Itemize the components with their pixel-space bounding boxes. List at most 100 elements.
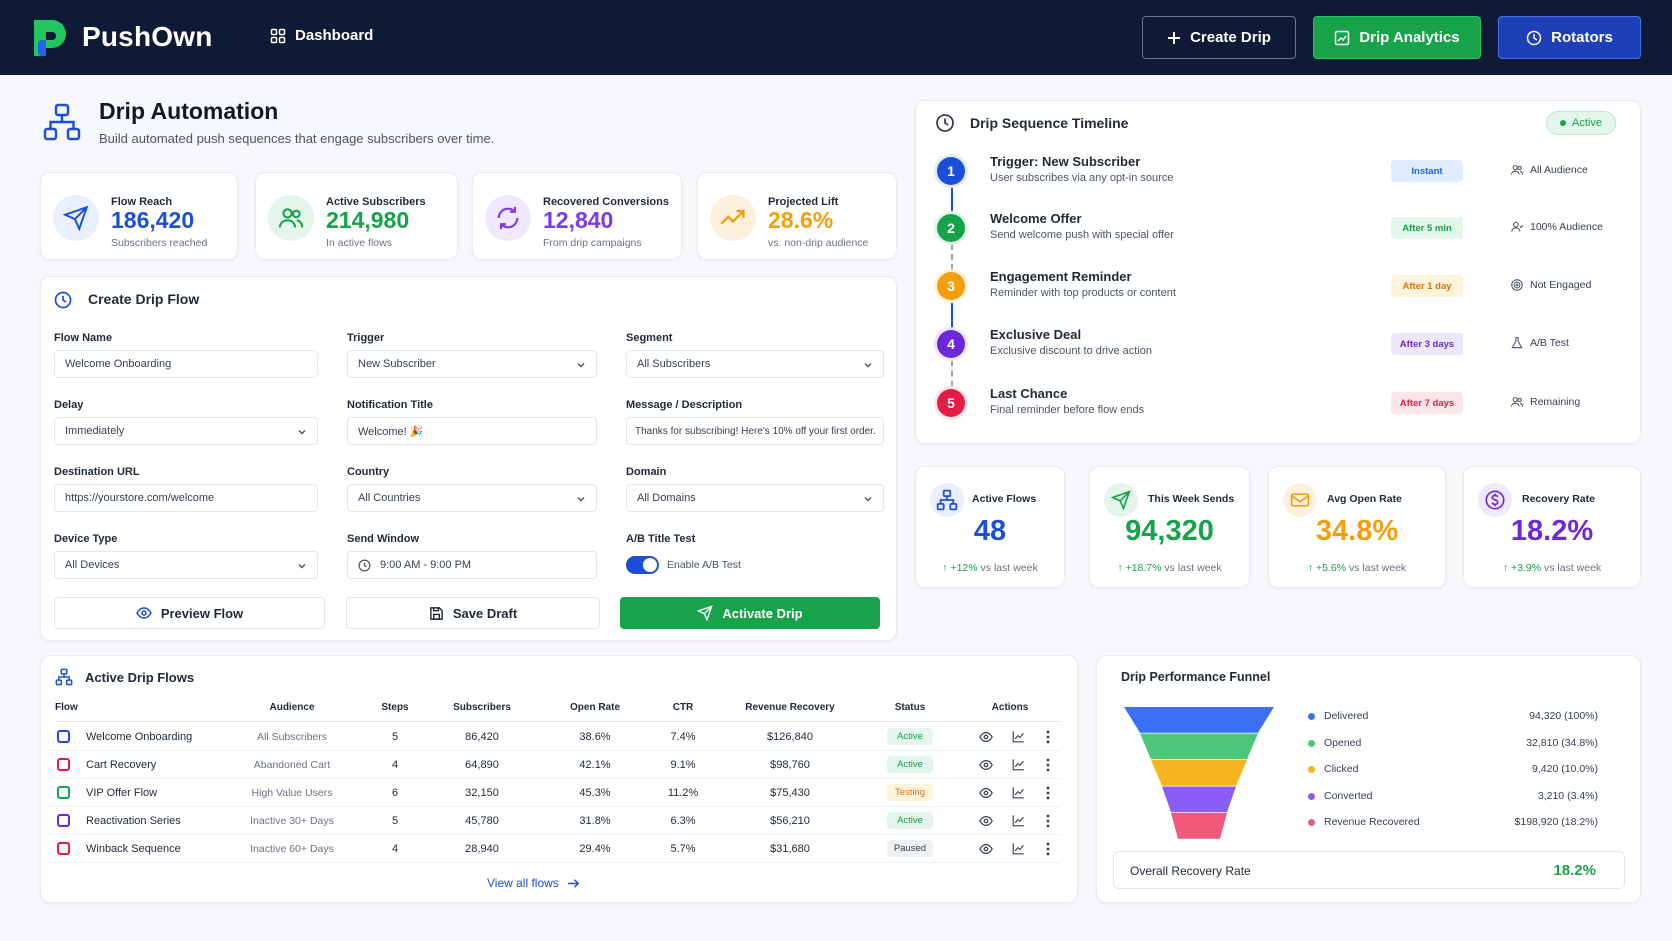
analytics-icon[interactable] (1012, 758, 1025, 771)
legend-dot (1308, 739, 1315, 747)
brand-logo[interactable]: PushOwn (30, 16, 213, 58)
table-row[interactable]: Cart Recovery Abandoned Cart 4 64,890 42.1% 9… (50, 751, 1060, 779)
drip-sequence-timeline-panel (915, 100, 1641, 444)
message-input[interactable]: Thanks for subscribing! Here's 10% off y… (626, 417, 884, 445)
step-number: 1 (937, 157, 965, 185)
more-options-icon[interactable] (1046, 814, 1050, 828)
rotators-button[interactable]: Rotators (1498, 16, 1641, 59)
eye-icon[interactable] (979, 786, 993, 800)
step-title: Last Chance (990, 386, 1068, 401)
view-all-flows-link[interactable]: View all flows (487, 876, 580, 890)
flow-name[interactable]: Winback Sequence (86, 843, 181, 855)
analytics-icon[interactable] (1012, 814, 1025, 827)
stat-card-projected-lift: Projected Lift 28.6% vs. non-drip audien… (697, 172, 897, 260)
legend-dot (1308, 713, 1315, 720)
eye-icon[interactable] (979, 758, 993, 772)
audience-cell: Inactive 30+ Days (250, 815, 334, 827)
step-audience: 100% Audience (1510, 220, 1603, 234)
ab-test-label: A/B Title Test (626, 533, 696, 545)
ab-test-toggle[interactable] (626, 556, 659, 574)
segment-label: Segment (626, 332, 673, 344)
step-description: Reminder with top products or content (990, 287, 1176, 299)
step-number: 4 (937, 330, 965, 358)
arrow-up-icon: ↑ (1117, 562, 1126, 574)
flow-name[interactable]: Reactivation Series (86, 815, 181, 827)
flow-name[interactable]: VIP Offer Flow (86, 787, 158, 799)
legend-label: Opened (1324, 736, 1362, 749)
notification-title-input[interactable]: Welcome! 🎉 (347, 417, 597, 445)
table-row[interactable]: Welcome Onboarding All Subscribers 5 86,420… (50, 723, 1060, 751)
step-delay-badge: After 1 day (1391, 275, 1463, 297)
audience-cell: High Value Users (251, 787, 333, 799)
legend-value: 9,420 (10.0%) (1532, 763, 1598, 775)
device-type-select[interactable]: All Devices (54, 551, 318, 579)
view-all-flows-label: View all flows (487, 876, 559, 890)
country-value: All Countries (358, 492, 421, 504)
stat-value: 214,980 (326, 207, 410, 233)
step-title: Welcome Offer (990, 211, 1082, 226)
flow-icon (57, 842, 70, 855)
stat-value: 186,420 (111, 207, 195, 233)
more-options-icon[interactable] (1046, 758, 1050, 772)
more-options-icon[interactable] (1046, 730, 1050, 744)
send-window-input[interactable]: 9:00 AM - 9:00 PM (347, 551, 597, 579)
steps-cell: 5 (391, 815, 399, 827)
rotators-label: Rotators (1551, 29, 1613, 46)
eye-icon[interactable] (979, 814, 993, 828)
open-rate-cell: 42.1% (579, 759, 611, 771)
arrow-right-icon (567, 878, 580, 888)
activate-drip-button[interactable]: Activate Drip (620, 597, 880, 629)
domain-select[interactable]: All Domains (626, 484, 884, 512)
segment-select[interactable]: All Subscribers (626, 350, 884, 378)
more-options-icon[interactable] (1046, 786, 1050, 800)
metric-change-suffix: vs last week (1346, 562, 1407, 574)
table-row[interactable]: Reactivation Series Inactive 30+ Days 5 45,… (50, 807, 1060, 835)
steps-cell: 4 (391, 843, 399, 855)
metric-card: Recovery Rate 18.2% ↑ +3.9% vs last week (1463, 466, 1641, 588)
flow-icon (57, 814, 70, 827)
grid-icon (270, 28, 286, 43)
flow-hierarchy-icon (930, 483, 964, 517)
legend-value: 3,210 (3.4%) (1537, 789, 1598, 802)
nav-dashboard[interactable]: Dashboard (270, 27, 373, 44)
users-icon (1510, 163, 1524, 177)
eye-icon[interactable] (979, 842, 993, 856)
flow-name-input[interactable]: Welcome Onboarding (54, 350, 318, 378)
flow-name[interactable]: Welcome Onboarding (86, 731, 193, 743)
step-description: User subscribes via any opt-in source (990, 172, 1174, 184)
table-row[interactable]: Winback Sequence Inactive 60+ Days 4 28,940… (50, 835, 1060, 863)
analytics-icon[interactable] (1012, 842, 1025, 855)
rotate-icon (1526, 30, 1542, 45)
ctr-cell: 6.3% (670, 815, 696, 827)
metric-card: Active Flows 48 ↑ +12% vs last week (915, 466, 1065, 588)
message-label: Message / Description (626, 399, 743, 411)
funnel-legend-item: Delivered 94,320 (100%) (1298, 709, 1598, 725)
nav-dashboard-label: Dashboard (295, 27, 374, 44)
trigger-select[interactable]: New Subscriber (347, 350, 597, 378)
flow-hierarchy-icon (43, 103, 81, 141)
funnel-legend-item: Clicked 9,420 (10.0%) (1298, 762, 1598, 778)
eye-icon[interactable] (979, 730, 993, 744)
refresh-icon (485, 195, 531, 241)
chart-icon (1335, 30, 1350, 45)
step-title: Trigger: New Subscriber (990, 154, 1141, 169)
step-number: 2 (937, 214, 965, 242)
users-icon (268, 195, 314, 241)
drip-analytics-button[interactable]: Drip Analytics (1313, 16, 1481, 59)
chevron-down-icon (298, 564, 306, 569)
table-row[interactable]: VIP Offer Flow High Value Users 6 32,150 45.… (50, 779, 1060, 807)
flow-name[interactable]: Cart Recovery (86, 759, 157, 771)
destination-url-input[interactable]: https://yourstore.com/welcome (54, 484, 318, 512)
save-draft-button[interactable]: Save Draft (346, 597, 600, 629)
delay-select[interactable]: Immediately (54, 417, 318, 445)
metric-change: ↑ +18.7% vs last week (1090, 562, 1249, 574)
analytics-icon[interactable] (1012, 730, 1025, 743)
drip-analytics-label: Drip Analytics (1359, 29, 1460, 46)
analytics-icon[interactable] (1012, 786, 1025, 799)
step-audience: Remaining (1510, 395, 1580, 409)
more-options-icon[interactable] (1046, 842, 1050, 856)
create-drip-button[interactable]: Create Drip (1142, 16, 1296, 59)
country-select[interactable]: All Countries (347, 484, 597, 512)
step-title: Engagement Reminder (990, 269, 1132, 284)
preview-flow-button[interactable]: Preview Flow (54, 597, 325, 629)
